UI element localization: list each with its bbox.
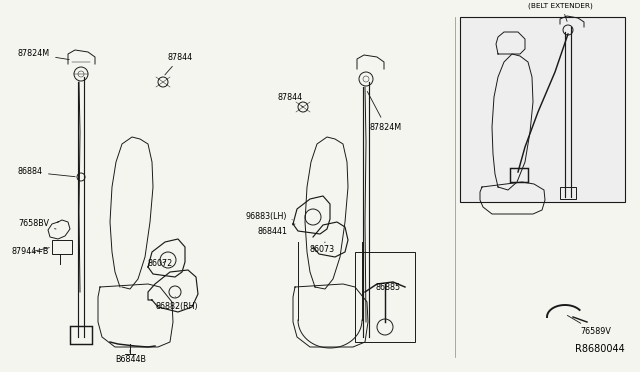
Text: 868441: 868441 — [257, 224, 295, 237]
Text: 87824M: 87824M — [18, 49, 69, 60]
Text: 87844: 87844 — [165, 52, 193, 75]
Text: R8680044: R8680044 — [575, 344, 625, 354]
Text: 86072: 86072 — [148, 260, 173, 269]
Text: 7658BV: 7658BV — [18, 219, 56, 229]
Text: 86882(RH): 86882(RH) — [155, 297, 198, 311]
Text: 86885: 86885 — [375, 282, 400, 292]
Text: 96883(LH): 96883(LH) — [245, 212, 292, 221]
Text: 86073: 86073 — [310, 242, 335, 254]
Text: 87824M: 87824M — [367, 92, 402, 131]
Text: 87944+B: 87944+B — [12, 247, 49, 257]
Text: B6844B: B6844B — [115, 350, 146, 365]
Text: 87844: 87844 — [277, 93, 303, 107]
FancyBboxPatch shape — [460, 17, 625, 202]
Text: 86884: 86884 — [18, 167, 76, 177]
Text: 86848P
(BELT EXTENDER): 86848P (BELT EXTENDER) — [528, 0, 593, 21]
Text: 76589V: 76589V — [568, 315, 611, 337]
